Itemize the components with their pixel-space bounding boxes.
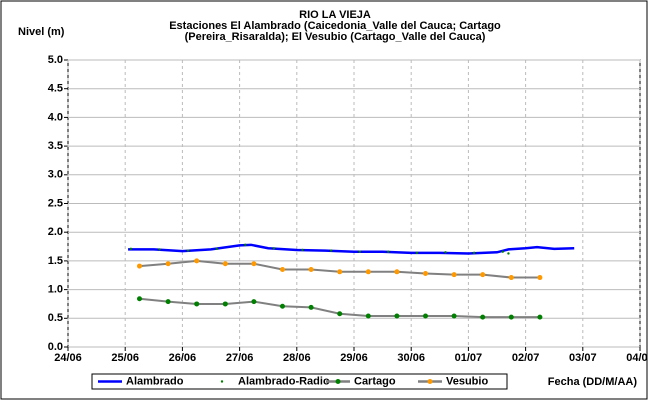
point	[358, 250, 361, 253]
y-tick-label: 4.5	[48, 83, 63, 95]
x-tick-label: 24/06	[54, 352, 82, 364]
x-tick-label: 03/07	[569, 352, 597, 364]
point	[451, 313, 457, 319]
x-tick-label: 25/06	[111, 352, 139, 364]
legend-box	[91, 373, 508, 390]
y-tick-label: 1.0	[48, 284, 63, 296]
y-tick-label: 3.0	[48, 169, 63, 181]
point	[186, 249, 190, 252]
legend-label: Vesubio	[446, 375, 488, 387]
point	[137, 263, 142, 269]
x-tick-label: 01/07	[455, 352, 483, 364]
x-tick-label: 30/06	[397, 352, 425, 364]
point	[129, 247, 133, 251]
point	[251, 261, 257, 267]
point	[508, 275, 514, 281]
legend-marker	[220, 380, 224, 383]
point	[480, 314, 486, 320]
point	[337, 269, 343, 275]
x-tick-label: 29/06	[340, 352, 368, 364]
point	[423, 313, 428, 319]
point	[280, 267, 285, 273]
point	[244, 243, 247, 247]
x-tick-label: 02/07	[512, 352, 540, 364]
x-tick-label: 27/06	[226, 352, 254, 364]
y-axis-label: Nivel (m)	[18, 26, 65, 38]
legend-marker	[427, 379, 433, 384]
point	[508, 314, 514, 320]
point	[480, 272, 486, 278]
x-tick-label: 04/07	[626, 352, 648, 364]
point	[194, 258, 200, 264]
y-tick-label: 2.5	[48, 197, 63, 209]
point	[415, 251, 419, 255]
point	[444, 251, 447, 254]
point	[451, 272, 457, 278]
point	[215, 247, 218, 251]
point	[137, 296, 142, 302]
point	[165, 261, 171, 267]
point	[308, 304, 314, 310]
chart-title: (Pereira_Risaralda); El Vesubio (Cartago…	[185, 31, 486, 43]
legend-marker	[335, 379, 341, 384]
legend-label: Alambrado	[126, 375, 184, 387]
point	[301, 248, 304, 252]
y-tick-label: 0.5	[48, 312, 63, 324]
y-tick-label: 0.0	[48, 341, 63, 353]
point	[308, 267, 314, 273]
point	[423, 271, 428, 277]
x-axis-label: Fecha (DD/M/AA)	[548, 376, 638, 388]
point	[280, 303, 285, 309]
legend-label: Alambrado-Radio	[238, 375, 330, 387]
point	[222, 301, 228, 307]
point	[329, 249, 333, 252]
point	[537, 314, 543, 320]
legend-label: Cartago	[354, 375, 396, 387]
point	[165, 299, 171, 305]
point	[194, 301, 200, 307]
chart-title: Estaciones El Alambrado (Caicedonia_Vall…	[169, 20, 501, 32]
point	[507, 252, 510, 255]
x-tick-label: 26/06	[169, 352, 197, 364]
point	[472, 251, 476, 255]
point	[272, 247, 276, 250]
point	[365, 313, 371, 319]
y-tick-label: 2.0	[48, 226, 63, 238]
point	[222, 261, 228, 267]
point	[365, 269, 371, 275]
point	[251, 299, 257, 305]
y-tick-label: 4.0	[48, 111, 63, 123]
point	[537, 275, 543, 281]
x-tick-label: 28/06	[283, 352, 311, 364]
y-tick-label: 1.5	[48, 255, 63, 267]
y-tick-label: 3.5	[48, 140, 63, 152]
y-tick-label: 5.0	[48, 54, 63, 66]
point	[501, 250, 504, 253]
point	[158, 248, 161, 251]
point	[394, 269, 400, 275]
chart-title: RIO LA VIEJA	[299, 9, 371, 21]
point	[337, 311, 343, 317]
point	[387, 250, 390, 253]
point	[394, 313, 400, 319]
